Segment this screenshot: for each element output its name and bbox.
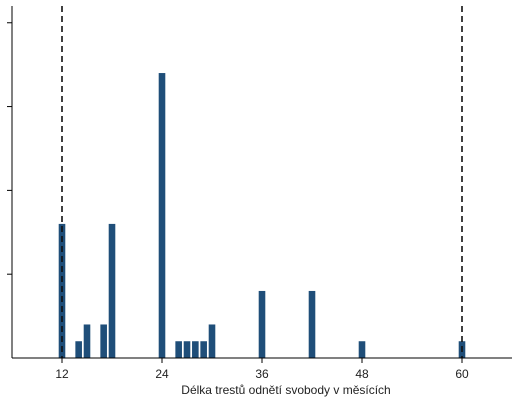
x-tick-label: 24: [155, 367, 169, 381]
bar: [75, 341, 82, 358]
x-tick-label: 60: [455, 367, 469, 381]
x-tick-label: 48: [355, 367, 369, 381]
bar: [358, 341, 366, 358]
bar: [158, 73, 166, 359]
bars-group: [58, 73, 466, 359]
bar: [258, 290, 266, 358]
x-tick-label: 12: [55, 367, 69, 381]
x-axis-ticks: 12 24 36 48 60: [55, 358, 469, 381]
bar: [192, 341, 199, 358]
reference-lines: [61, 6, 463, 358]
bar: [308, 290, 316, 358]
bar: [208, 324, 216, 358]
bar: [83, 324, 91, 358]
bar: [100, 324, 107, 358]
bar: [200, 341, 207, 358]
bar: [108, 223, 116, 358]
bar: [175, 341, 182, 358]
y-axis-ticks: [7, 22, 12, 275]
bar: [183, 341, 191, 358]
x-tick-label: 36: [255, 367, 269, 381]
x-axis-title: Délka trestů odnětí svobody v měsících: [181, 383, 390, 397]
